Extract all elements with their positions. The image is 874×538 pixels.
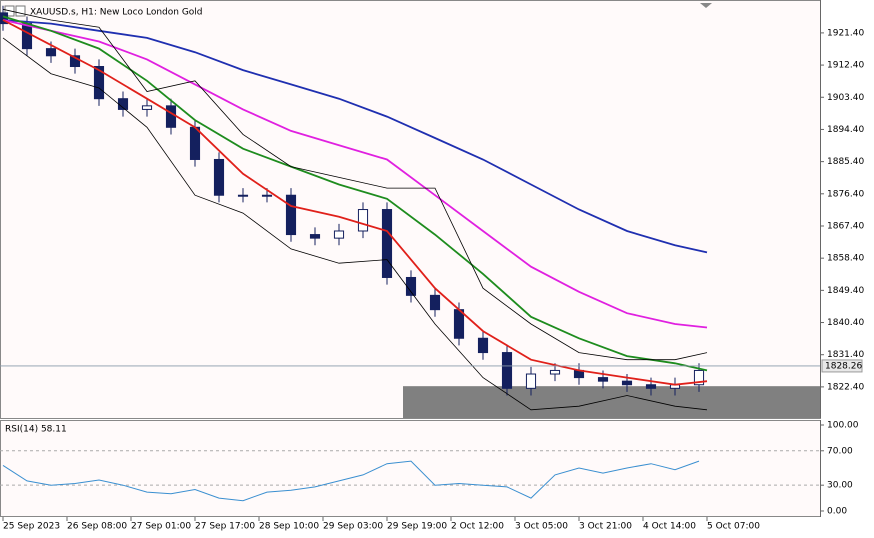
candle-body — [357, 209, 369, 232]
y-tick-label: 1840.40 — [827, 318, 864, 328]
zone — [403, 386, 820, 418]
y-tick-label: 1912.40 — [827, 61, 864, 71]
scroll-marker[interactable] — [700, 3, 712, 8]
x-tick-label: 27 Sep 01:00 — [131, 522, 191, 532]
x-tick-label: 5 Oct 07:00 — [707, 522, 760, 532]
candle-body — [429, 294, 441, 311]
candle-body — [621, 380, 633, 386]
x-tick-label: 29 Sep 03:00 — [323, 522, 383, 532]
candle-body — [597, 377, 609, 382]
candle-body — [333, 230, 345, 239]
x-tick-label: 29 Sep 19:00 — [387, 522, 447, 532]
y-tick-label: 1867.40 — [827, 221, 864, 231]
y-tick-label: 1831.40 — [827, 350, 864, 360]
indicator-line — [2, 8, 708, 361]
candle-body — [237, 194, 249, 197]
candle-body — [165, 105, 177, 128]
candle-body — [285, 194, 297, 236]
x-tick-label: 2 Oct 12:00 — [451, 522, 504, 532]
candle-body — [261, 194, 273, 197]
last-price-box — [821, 359, 863, 373]
candle-body — [693, 369, 705, 386]
candle-body — [141, 105, 153, 110]
indicator-line — [2, 37, 708, 411]
rsi-panel — [0, 420, 821, 517]
y-tick-label: 1903.40 — [827, 93, 864, 103]
candle-body — [501, 352, 513, 389]
last-price-label: 1828.26 — [825, 361, 862, 371]
candle-body — [453, 309, 465, 339]
y-tick-label: 70.00 — [827, 446, 853, 456]
indicator-line — [2, 19, 708, 254]
candle-body — [525, 373, 537, 389]
icon — [15, 5, 26, 17]
y-tick-label: 0.00 — [827, 506, 847, 516]
indicator-line — [2, 15, 708, 372]
chart-title: XAUUSD.s, H1: New Loco London Gold — [30, 8, 203, 18]
y-tick-label: 1921.40 — [827, 28, 864, 38]
rsi-line — [2, 460, 700, 502]
x-tick-label: 3 Oct 21:00 — [579, 522, 632, 532]
x-tick-label: 25 Sep 2023 — [3, 522, 60, 532]
x-tick-label: 3 Oct 05:00 — [515, 522, 568, 532]
candle-body — [381, 209, 393, 278]
y-tick-label: 1849.40 — [827, 286, 864, 296]
indicator-line — [2, 19, 708, 386]
y-tick-label: 1894.40 — [827, 125, 864, 135]
candle-body — [549, 369, 561, 375]
y-tick-label: 1858.40 — [827, 254, 864, 264]
x-tick-label: 26 Sep 08:00 — [67, 522, 127, 532]
candle-body — [189, 126, 201, 160]
y-tick-label: 1885.40 — [827, 157, 864, 167]
candle-body — [645, 384, 657, 389]
x-tick-label: 28 Sep 10:00 — [259, 522, 319, 532]
y-tick-label: 1822.40 — [827, 382, 864, 392]
x-tick-label: 27 Sep 17:00 — [195, 522, 255, 532]
candle-body — [21, 23, 33, 50]
indicator-line — [2, 19, 708, 329]
candle-body — [477, 337, 489, 354]
y-tick-label: 1876.40 — [827, 189, 864, 199]
candle-body — [405, 276, 417, 296]
candle-body — [45, 48, 57, 57]
y-tick-label: 100.00 — [827, 420, 859, 430]
y-tick-label: 30.00 — [827, 481, 853, 491]
x-tick-label: 4 Oct 14:00 — [643, 522, 696, 532]
candle-body — [213, 158, 225, 196]
candle-body — [309, 234, 321, 239]
rsi-title: RSI(14) 58.11 — [5, 425, 67, 435]
price-panel — [0, 0, 821, 419]
candle-body — [69, 55, 81, 68]
candle-body — [93, 66, 105, 100]
